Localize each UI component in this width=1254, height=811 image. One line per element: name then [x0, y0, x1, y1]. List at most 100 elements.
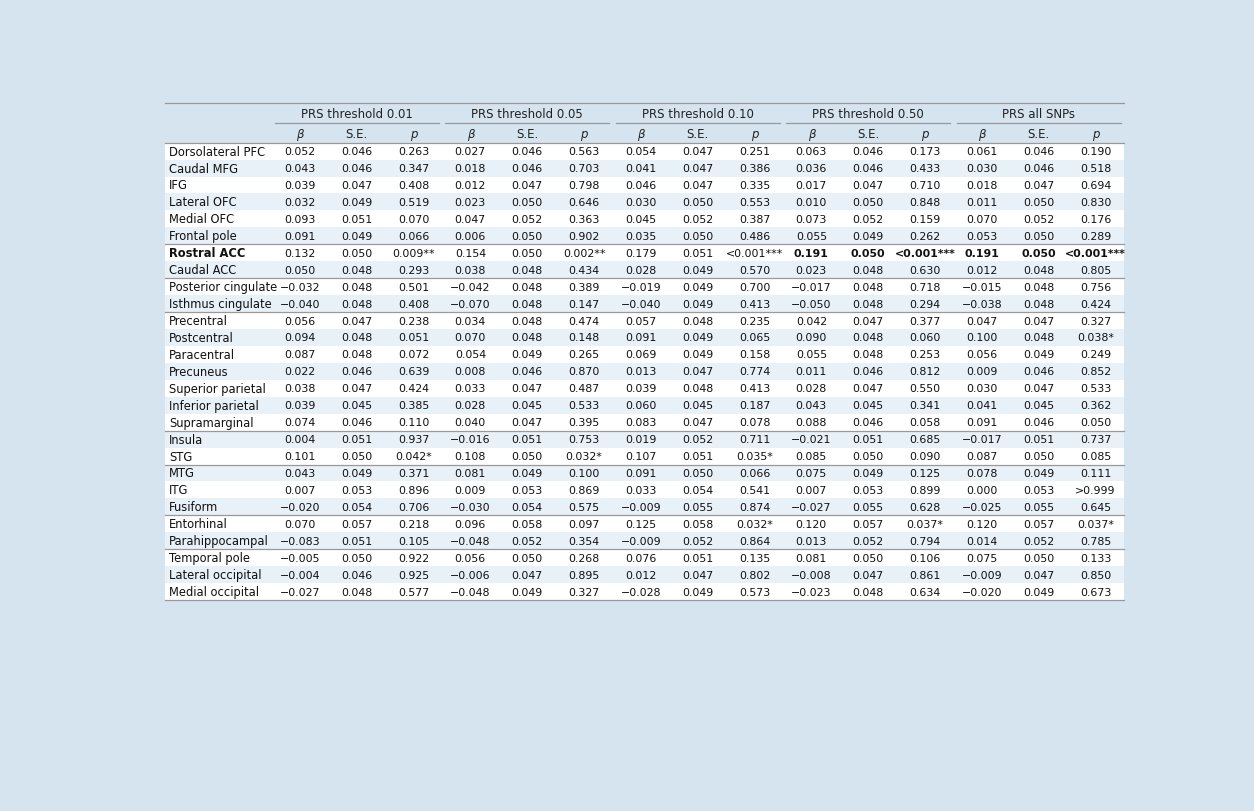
Text: 0.013: 0.013 — [796, 536, 828, 546]
Text: 0.048: 0.048 — [341, 587, 372, 597]
Bar — [164, 211, 1124, 228]
Text: Entorhinal: Entorhinal — [169, 517, 228, 530]
Bar — [164, 161, 1124, 178]
Text: 0.046: 0.046 — [512, 147, 543, 157]
Text: 0.047: 0.047 — [512, 570, 543, 580]
Text: 0.047: 0.047 — [853, 570, 884, 580]
Text: −0.027: −0.027 — [280, 587, 320, 597]
Text: 0.135: 0.135 — [739, 553, 770, 563]
Text: 0.385: 0.385 — [398, 401, 429, 410]
Text: 0.812: 0.812 — [909, 367, 940, 377]
Bar — [164, 380, 1124, 397]
Text: −0.020: −0.020 — [280, 502, 320, 513]
Text: 0.922: 0.922 — [398, 553, 429, 563]
Text: 0.179: 0.179 — [626, 248, 657, 259]
Text: 0.100: 0.100 — [966, 333, 997, 343]
Text: 0.371: 0.371 — [398, 469, 429, 478]
Text: 0.060: 0.060 — [626, 401, 657, 410]
Text: −0.042: −0.042 — [450, 282, 490, 292]
Text: −0.048: −0.048 — [450, 536, 490, 546]
Text: 0.132: 0.132 — [285, 248, 316, 259]
Text: 0.047: 0.047 — [682, 181, 714, 191]
Text: 0.251: 0.251 — [739, 147, 770, 157]
Text: 0.051: 0.051 — [1023, 435, 1055, 444]
Text: 0.076: 0.076 — [626, 553, 657, 563]
Text: 0.038: 0.038 — [285, 384, 316, 394]
Text: PRS threshold 0.50: PRS threshold 0.50 — [813, 108, 924, 121]
Text: 0.050: 0.050 — [1022, 248, 1056, 259]
Text: −0.027: −0.027 — [791, 502, 831, 513]
Text: 0.054: 0.054 — [455, 350, 487, 360]
Text: 0.049: 0.049 — [682, 587, 714, 597]
Text: 0.902: 0.902 — [568, 231, 599, 242]
Text: 0.158: 0.158 — [739, 350, 770, 360]
Text: 0.046: 0.046 — [512, 367, 543, 377]
Text: −0.008: −0.008 — [791, 570, 831, 580]
Text: 0.047: 0.047 — [341, 181, 372, 191]
Text: 0.007: 0.007 — [285, 485, 316, 496]
Text: 0.051: 0.051 — [341, 435, 372, 444]
Text: 0.577: 0.577 — [398, 587, 429, 597]
Text: 0.033: 0.033 — [455, 384, 487, 394]
Text: 0.785: 0.785 — [1080, 536, 1111, 546]
Text: 0.048: 0.048 — [853, 282, 884, 292]
Text: 0.413: 0.413 — [739, 299, 770, 309]
Text: 0.050: 0.050 — [341, 248, 372, 259]
Text: 0.047: 0.047 — [1023, 316, 1055, 326]
Text: 0.050: 0.050 — [1023, 231, 1055, 242]
Text: 0.070: 0.070 — [285, 519, 316, 529]
Text: 0.694: 0.694 — [1080, 181, 1111, 191]
Text: 0.105: 0.105 — [398, 536, 429, 546]
Text: 0.147: 0.147 — [568, 299, 599, 309]
Text: 0.046: 0.046 — [1023, 164, 1055, 174]
Bar — [164, 178, 1124, 194]
Text: 0.050: 0.050 — [512, 553, 543, 563]
Text: 0.023: 0.023 — [796, 265, 826, 276]
Text: 0.046: 0.046 — [853, 164, 884, 174]
Text: 0.051: 0.051 — [853, 435, 884, 444]
Bar — [164, 313, 1124, 329]
Text: Fusiform: Fusiform — [169, 500, 218, 513]
Text: 0.037*: 0.037* — [907, 519, 943, 529]
Text: 0.895: 0.895 — [568, 570, 599, 580]
Text: Frontal pole: Frontal pole — [169, 230, 237, 243]
Text: 0.711: 0.711 — [739, 435, 770, 444]
Text: −0.019: −0.019 — [621, 282, 661, 292]
Text: 0.058: 0.058 — [512, 519, 543, 529]
Text: 0.052: 0.052 — [682, 215, 714, 225]
Text: 0.008: 0.008 — [455, 367, 487, 377]
Text: 0.051: 0.051 — [341, 536, 372, 546]
Text: Paracentral: Paracentral — [169, 349, 236, 362]
Text: 0.049: 0.049 — [341, 469, 372, 478]
Bar — [164, 296, 1124, 313]
Text: 0.018: 0.018 — [455, 164, 487, 174]
Text: −0.030: −0.030 — [450, 502, 490, 513]
Text: 0.159: 0.159 — [909, 215, 940, 225]
Text: S.E.: S.E. — [346, 128, 367, 141]
Text: 0.041: 0.041 — [967, 401, 997, 410]
Text: 0.019: 0.019 — [626, 435, 657, 444]
Text: 0.049: 0.049 — [341, 198, 372, 208]
Text: 0.081: 0.081 — [796, 553, 828, 563]
Text: 0.864: 0.864 — [739, 536, 770, 546]
Text: 0.012: 0.012 — [455, 181, 487, 191]
Text: 0.046: 0.046 — [1023, 147, 1055, 157]
Text: 0.046: 0.046 — [341, 570, 372, 580]
Text: 0.074: 0.074 — [285, 418, 316, 427]
Text: 0.047: 0.047 — [1023, 384, 1055, 394]
Text: 0.051: 0.051 — [398, 333, 429, 343]
Text: 0.268: 0.268 — [568, 553, 599, 563]
Text: 0.265: 0.265 — [568, 350, 599, 360]
Text: 0.032*: 0.032* — [736, 519, 772, 529]
Text: 0.106: 0.106 — [909, 553, 940, 563]
Text: 0.073: 0.073 — [796, 215, 828, 225]
Text: Precentral: Precentral — [169, 315, 228, 328]
Text: 0.060: 0.060 — [909, 333, 940, 343]
Text: 0.032*: 0.032* — [566, 452, 602, 461]
Text: 0.874: 0.874 — [739, 502, 770, 513]
Text: 0.335: 0.335 — [739, 181, 770, 191]
Text: 0.047: 0.047 — [853, 384, 884, 394]
Text: −0.040: −0.040 — [280, 299, 320, 309]
Text: p: p — [581, 128, 588, 141]
Text: 0.070: 0.070 — [398, 215, 429, 225]
